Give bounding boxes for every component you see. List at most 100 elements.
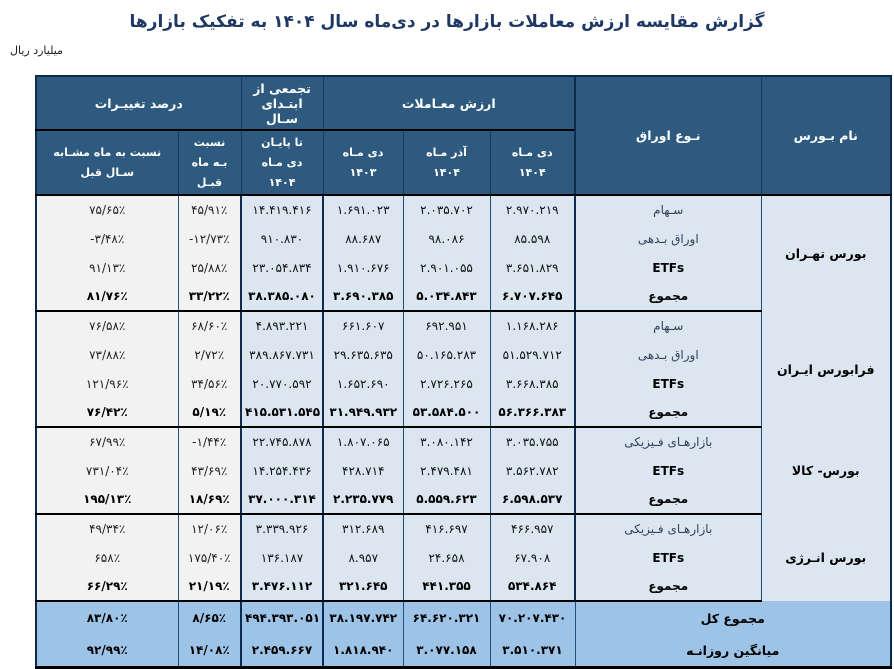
percent-cell: ۴۳/۶۹٪	[177, 456, 242, 486]
security-type-cell: بازارهـای فـیزیکی	[574, 514, 762, 544]
value-cell: ۳.۶۶۸.۳۸۵	[489, 369, 576, 399]
value-cell: ۳.۶۵۱.۸۲۹	[489, 253, 576, 283]
cumulative-cell: ۲.۴۵۹.۶۶۷	[240, 634, 324, 668]
security-type-cell: ETFs	[574, 456, 762, 486]
value-cell: ۳۱۲.۶۸۹	[322, 514, 404, 544]
value-cell: ۳۲۱.۶۴۵	[322, 572, 404, 603]
table-row: بورس- کالا بازارهـای فـیزیکی ۳.۰۳۵.۷۵۵ ۳…	[35, 427, 892, 515]
value-cell: ۳.۵۶۲.۷۸۲	[489, 456, 576, 486]
percent-cell: ۴۹/۳۴٪	[35, 514, 179, 544]
header-securities-type: نـوع اوراق	[574, 75, 762, 197]
table-row: اوراق بـدهی ۸۵.۵۹۸ ۹۸.۰۸۶ ۸۸.۶۸۷ ۹۱۰.۸۳۰…	[35, 224, 891, 254]
exchange-name-cell: بورس انـرژی	[760, 514, 892, 602]
table-row: اوراق بـدهی ۵۱.۵۲۹.۷۱۲ ۵۰.۱۶۵.۲۸۳ ۲۹.۶۳۵…	[35, 340, 891, 370]
header-month-dey-1403: دی مـاه ۱۴۰۳	[322, 129, 404, 197]
footer-label-cell: میانگین روزانـه	[574, 634, 892, 668]
value-cell: ۵۳۴.۸۶۴	[489, 572, 576, 603]
percent-cell: -۳/۴۸٪	[35, 224, 179, 254]
value-cell: ۳.۰۳۵.۷۵۵	[489, 427, 576, 457]
header-month-dey-1404: دی مـاه ۱۴۰۴	[489, 129, 576, 197]
security-type-cell: اوراق بـدهی	[574, 224, 762, 254]
value-cell: ۵۱.۵۲۹.۷۱۲	[489, 340, 576, 370]
value-cell: ۴۲۸.۷۱۴	[322, 456, 404, 486]
value-cell: ۵.۰۳۴.۸۴۳	[402, 282, 491, 313]
header-trade-value: ارزش معـاملات	[322, 75, 576, 131]
cumulative-cell: ۳.۴۷۶.۱۱۲	[240, 572, 324, 603]
table-row: بورس انـرژی بازارهـای فـیزیکی ۴۶۶.۹۵۷ ۴۱…	[35, 514, 892, 602]
cumulative-cell: ۹۱۰.۸۳۰	[240, 224, 324, 254]
cumulative-cell: ۱۴.۲۵۴.۴۳۶	[240, 456, 324, 486]
security-type-cell: اوراق بـدهی	[574, 340, 762, 370]
security-type-cell: مجموع	[574, 572, 762, 603]
footer-row-grand-total: مجموع کل ۷۰.۲۰۷.۴۳۰ ۶۴.۶۲۰.۳۲۱ ۳۸.۱۹۷.۷۴…	[35, 601, 892, 635]
security-type-cell: مجموع	[574, 398, 762, 429]
value-cell: ۱.۸۱۸.۹۴۰	[322, 634, 404, 668]
security-type-cell: مجموع	[574, 485, 762, 516]
percent-cell: ۱۲۱/۹۶٪	[35, 369, 179, 399]
exchange-name-cell: بورس- کالا	[760, 427, 892, 515]
value-cell: ۸۵.۵۹۸	[489, 224, 576, 254]
percent-cell: ۹۱/۱۳٪	[35, 253, 179, 283]
value-cell: ۳.۶۹۰.۳۸۵	[322, 282, 404, 313]
cumulative-cell: ۴۱۵.۵۳۱.۵۴۵	[240, 398, 324, 429]
percent-cell: ۷۵/۶۵٪	[35, 195, 179, 225]
percent-cell: ۵/۱۹٪	[177, 398, 242, 429]
table-row: ETFs ۳.۶۵۱.۸۲۹ ۲.۹۰۱.۰۵۵ ۱.۹۱۰.۶۷۶ ۲۳.۰۵…	[35, 253, 891, 283]
exchange-name-cell: بورس تهـران	[760, 195, 892, 312]
percent-cell: -۱/۴۴٪	[177, 427, 242, 457]
table-row-total: مجموع ۵۶.۳۶۶.۳۸۳ ۵۳.۵۸۴.۵۰۰ ۳۱.۹۴۹.۹۳۲ ۴…	[35, 398, 891, 429]
percent-cell: ۶۶/۲۹٪	[35, 572, 179, 603]
table-row: ETFs ۳.۵۶۲.۷۸۲ ۲.۴۷۹.۴۸۱ ۴۲۸.۷۱۴ ۱۴.۲۵۴.…	[35, 456, 891, 486]
table-row: ETFs ۶۷.۹۰۸ ۲۴.۶۵۸ ۸.۹۵۷ ۱۳۶.۱۸۷ ۱۷۵/۴۰٪…	[35, 543, 891, 573]
percent-cell: ۷۶/۵۸٪	[35, 311, 179, 341]
percent-cell: ۶۵۸٪	[35, 543, 179, 573]
value-cell: ۹۸.۰۸۶	[402, 224, 491, 254]
header-pct-mom: نسبت بـه ماه قبـل	[177, 129, 242, 197]
percent-cell: ۲۵/۸۸٪	[177, 253, 242, 283]
percent-cell: ۹۲/۹۹٪	[35, 634, 179, 668]
percent-cell: ۶۸/۶۰٪	[177, 311, 242, 341]
security-type-cell: بازارهـای فـیزیکی	[574, 427, 762, 457]
security-type-cell: سـهام	[574, 195, 762, 225]
header-exchange-name: نام بـورس	[760, 75, 892, 197]
percent-cell: ۲۱/۱۹٪	[177, 572, 242, 603]
unit-label: میلیارد ریال	[10, 44, 63, 57]
percent-cell: ۸۱/۷۶٪	[35, 282, 179, 313]
security-type-cell: مجموع	[574, 282, 762, 313]
cumulative-cell: ۴.۸۹۳.۲۲۱	[240, 311, 324, 341]
security-type-cell: سـهام	[574, 311, 762, 341]
value-cell: ۶۶۱.۶۰۷	[322, 311, 404, 341]
value-cell: ۳۸.۱۹۷.۷۴۲	[322, 601, 404, 635]
value-cell: ۱.۱۶۸.۲۸۶	[489, 311, 576, 341]
market-comparison-table: نام بـورس نـوع اوراق ارزش معـاملات تجمعی…	[35, 75, 892, 669]
value-cell: ۲.۰۳۵.۷۰۲	[402, 195, 491, 225]
percent-cell: -۱۲/۷۳٪	[177, 224, 242, 254]
table-row-total: مجموع ۵۳۴.۸۶۴ ۴۴۱.۳۵۵ ۳۲۱.۶۴۵ ۳.۴۷۶.۱۱۲ …	[35, 572, 891, 603]
percent-cell: ۲/۷۲٪	[177, 340, 242, 370]
value-cell: ۶۴.۶۲۰.۳۲۱	[402, 601, 491, 635]
cumulative-cell: ۳۷.۰۰۰.۳۱۴	[240, 485, 324, 516]
value-cell: ۴۱۶.۶۹۷	[402, 514, 491, 544]
security-type-cell: ETFs	[574, 543, 762, 573]
percent-cell: ۱۴/۰۸٪	[177, 634, 242, 668]
value-cell: ۲.۲۳۵.۷۷۹	[322, 485, 404, 516]
header-cumulative-sub: تا پایـان دی مـاه ۱۴۰۴	[240, 129, 324, 197]
footer-label-cell: مجموع کل	[574, 601, 892, 635]
value-cell: ۲.۴۷۹.۴۸۱	[402, 456, 491, 486]
value-cell: ۲.۹۷۰.۲۱۹	[489, 195, 576, 225]
value-cell: ۸.۹۵۷	[322, 543, 404, 573]
percent-cell: ۷۳۱/۰۴٪	[35, 456, 179, 486]
value-cell: ۶۹۲.۹۵۱	[402, 311, 491, 341]
cumulative-cell: ۳۸.۳۸۵.۰۸۰	[240, 282, 324, 313]
percent-cell: ۷۶/۴۲٪	[35, 398, 179, 429]
value-cell: ۲۹.۶۳۵.۶۳۵	[322, 340, 404, 370]
header-pct-changes: درصد تغییـرات	[35, 75, 242, 131]
value-cell: ۵۳.۵۸۴.۵۰۰	[402, 398, 491, 429]
percent-cell: ۳۳/۲۲٪	[177, 282, 242, 313]
header-pct-yoy: نسبت به ماه مشـابه سـال قبل	[35, 129, 179, 197]
cumulative-cell: ۱۳۶.۱۸۷	[240, 543, 324, 573]
header-row-top: نام بـورس نـوع اوراق ارزش معـاملات تجمعی…	[35, 75, 892, 197]
header-row-sub: دی مـاه ۱۴۰۴ آذر مـاه ۱۴۰۴ دی مـاه ۱۴۰۳ …	[35, 129, 891, 197]
value-cell: ۸۸.۶۸۷	[322, 224, 404, 254]
